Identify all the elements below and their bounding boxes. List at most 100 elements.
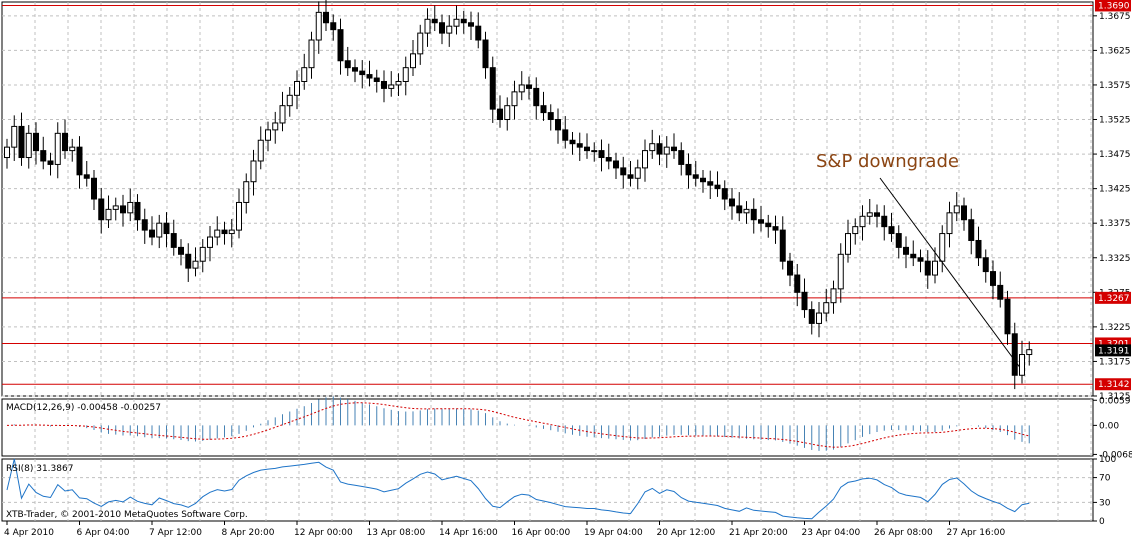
candle-bull (642, 150, 648, 169)
time-tick-label: 16 Apr 00:00 (512, 528, 571, 538)
candle-bear (381, 80, 387, 89)
candle-bear (221, 229, 228, 235)
candle-bull (743, 208, 750, 214)
panel-frame-2 (1, 458, 1094, 522)
level-label-bg (1095, 291, 1131, 304)
rsi-tick-label: 30 (1099, 498, 1111, 508)
time-tick-label: 20 Apr 12:00 (657, 528, 716, 538)
candle-bull (243, 181, 250, 203)
candle-bull (946, 212, 953, 235)
level-label: 1.3142 (1098, 380, 1130, 390)
candle-bear (917, 257, 924, 262)
candle-bear (149, 229, 155, 238)
candle-bear (678, 150, 685, 165)
candle-bear (40, 150, 47, 162)
candle-bull (4, 146, 10, 159)
candle-bull (11, 125, 18, 148)
candle-bear (359, 70, 366, 76)
candle-bear (729, 198, 735, 207)
candle-bear (772, 226, 779, 231)
candle-bear (373, 77, 380, 82)
candle-bear (910, 253, 917, 259)
price-tick-label: 1.3425 (1099, 185, 1131, 195)
candle-bull (402, 67, 409, 82)
candle-bull (112, 205, 119, 210)
candle-bull (308, 39, 315, 69)
candle-bear (489, 67, 496, 110)
candle-bull (932, 260, 938, 276)
price-tick-label: 1.3575 (1099, 81, 1131, 91)
candle-bull (852, 226, 859, 235)
candle-bull (1019, 354, 1025, 376)
candle-bear (468, 22, 474, 27)
price-tick-label: 1.3675 (1099, 12, 1131, 22)
candle-bull (156, 222, 163, 238)
candle-bear (33, 132, 39, 152)
time-tick-label: 6 Apr 04:00 (77, 528, 130, 538)
candle-bull (823, 302, 830, 314)
macd-label: MACD(12,26,9) -0.00458 -0.00257 (6, 403, 161, 413)
level-label-bg (1095, 378, 1131, 391)
candle-bull (250, 160, 257, 183)
candle-bear (721, 188, 728, 200)
candle-bull (837, 253, 844, 290)
candle-bear (801, 291, 808, 311)
candle-bear (439, 22, 445, 34)
time-tick-label: 7 Apr 12:00 (149, 528, 202, 538)
price-tick-label: 1.3525 (1099, 116, 1131, 126)
candle-bear (163, 222, 170, 235)
candle-bear (330, 22, 337, 31)
candle-bear (961, 205, 967, 221)
macd-panel: MACD(12,26,9) -0.00458 -0.00257 0.0059 0.0… (6, 396, 1132, 460)
candle-bull (816, 312, 822, 324)
candle-bear (555, 119, 561, 131)
rsi-panel: RSI(8) 31.3867 100 70 30 0 XTB-Trader, © 2001… (2, 455, 1116, 527)
candle-bull (279, 105, 286, 124)
current-price-label: 1.3191 (1098, 346, 1130, 356)
candle-bear (997, 284, 1004, 300)
candle-bull (286, 94, 293, 107)
copyright-text: XTB-Trader, © 2001-2010 MetaQuotes Softw… (6, 510, 248, 520)
candle-bear (700, 177, 706, 183)
candle-bull (410, 53, 416, 69)
candle-bear (736, 205, 743, 214)
time-tick-label: 4 Apr 2010 (4, 528, 54, 538)
candle-bull (388, 84, 395, 89)
candles (4, 0, 1033, 390)
price-tick-label: 1.3475 (1099, 150, 1131, 160)
price-tick-label: 1.3325 (1099, 254, 1131, 264)
candle-bull (953, 205, 960, 214)
candle-bear (482, 39, 489, 69)
horizontal-levels (2, 4, 1093, 385)
candle-bull (214, 229, 221, 238)
candle-bull (649, 143, 656, 152)
time-tick-label: 27 Apr 16:00 (947, 528, 1006, 538)
candle-bear (547, 112, 554, 121)
candle-bull (257, 139, 264, 162)
candle-bull (446, 25, 453, 34)
candle-bear (888, 226, 895, 235)
level-label: 1.3690 (1098, 1, 1130, 11)
candle-bear (134, 201, 141, 221)
candle-bear (1011, 333, 1018, 376)
candle-bull (939, 233, 946, 262)
candle-bull (25, 132, 32, 159)
annotation-arrow (879, 177, 1021, 368)
time-tick-label: 21 Apr 20:00 (729, 528, 788, 538)
candle-bear (685, 163, 692, 176)
candle-bull (866, 212, 873, 217)
annotation-label: S&P downgrade (816, 151, 959, 172)
rsi-label: RSI(8) 31.3867 (6, 464, 73, 474)
panel-frame-0 (1, 1, 1094, 397)
candle-bear (671, 146, 677, 152)
candle-bear (613, 160, 619, 169)
candle-bear (924, 260, 931, 276)
candle-bear (337, 29, 344, 62)
time-axis: 4 Apr 2010 6 Apr 04:00 7 Apr 12:00 8 Apr 20… (4, 521, 1005, 538)
candle-bear (707, 181, 714, 186)
macd-tick-label: 0.0059 (1099, 396, 1131, 406)
candle-bear (750, 208, 757, 221)
candle-bull (859, 215, 866, 228)
candle-bear (460, 18, 467, 24)
